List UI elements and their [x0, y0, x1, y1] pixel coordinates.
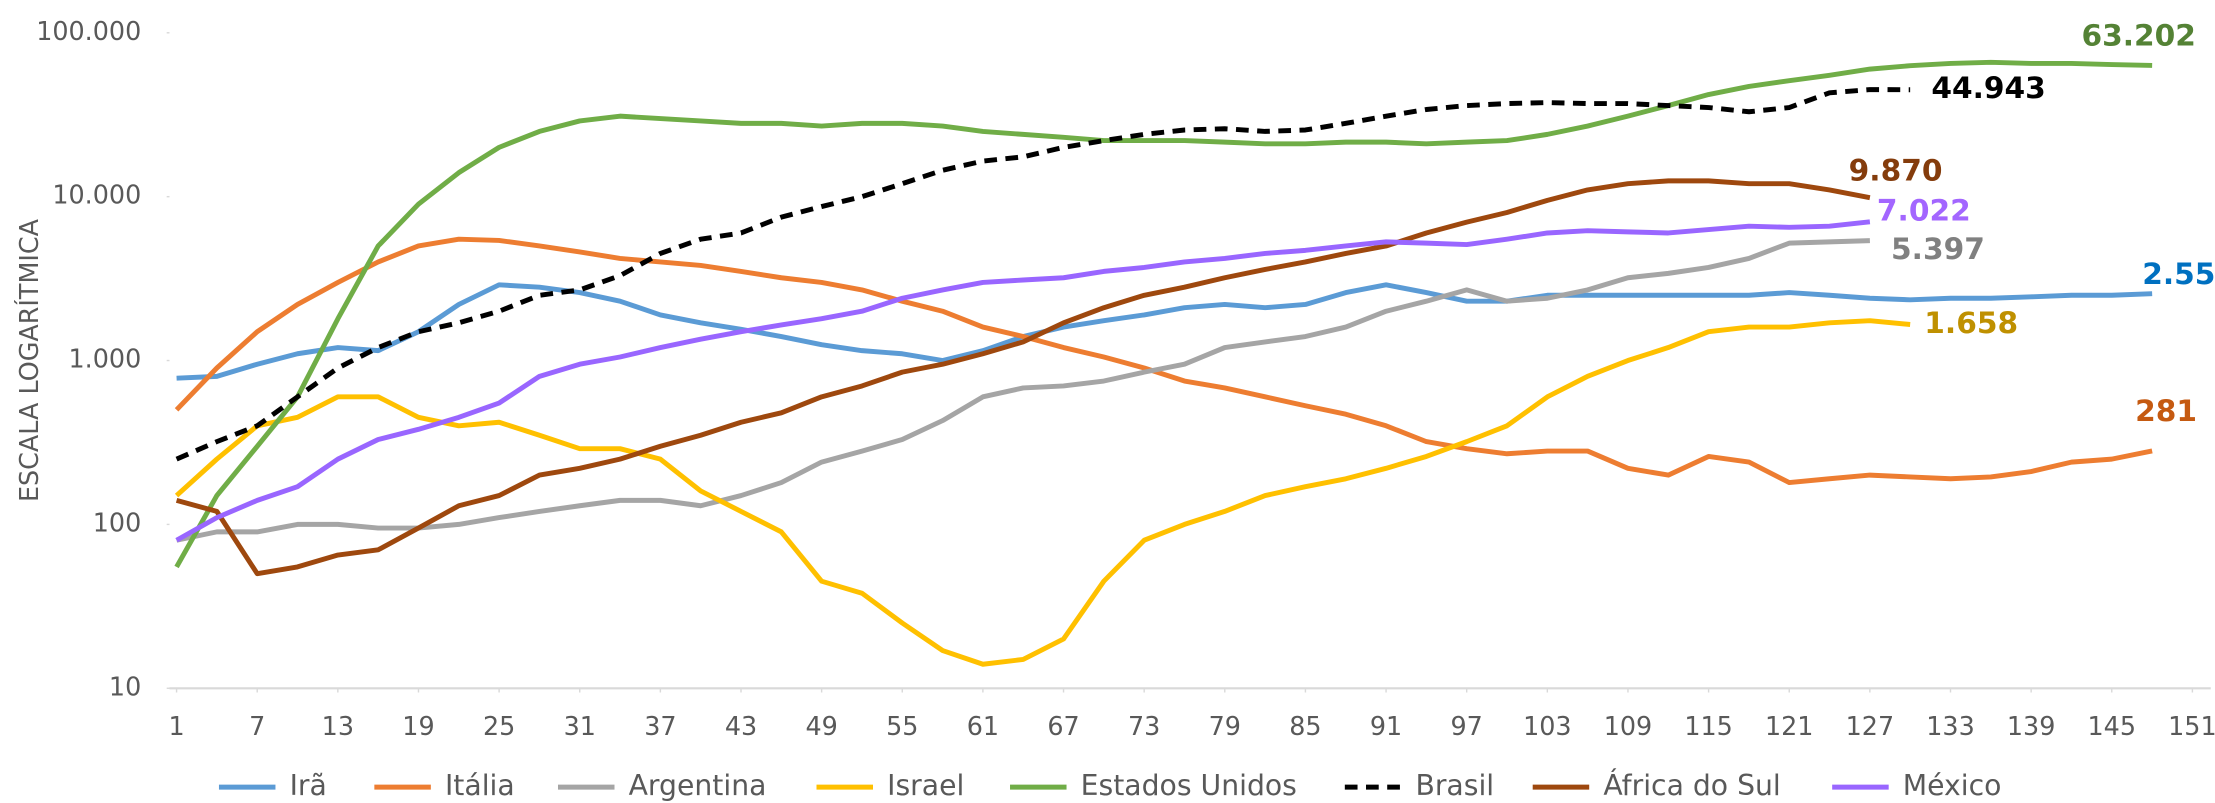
- x-tick-label: 61: [967, 711, 999, 741]
- y-tick-label: 1.000: [69, 344, 142, 374]
- x-tick-label: 55: [886, 711, 918, 741]
- x-tick-label: 103: [1523, 711, 1571, 741]
- series-line: [176, 238, 1870, 543]
- end-value-label: 7.022: [1877, 192, 1971, 227]
- x-tick-label: 37: [644, 711, 676, 741]
- series-line: [174, 236, 2153, 486]
- y-axis-label: ESCALA LOGARÍTMICA: [14, 218, 44, 502]
- x-tick-label: 49: [805, 711, 837, 741]
- series-line: [175, 87, 1911, 462]
- x-tick-label: 43: [725, 711, 757, 741]
- legend-label: Brasil: [1415, 769, 1494, 802]
- series-line: [174, 59, 2153, 569]
- y-tick-label: 10: [109, 671, 141, 701]
- x-tick-label: 127: [1846, 711, 1895, 741]
- x-tick-label: 97: [1451, 711, 1483, 741]
- legend-label: Estados Unidos: [1081, 769, 1297, 802]
- series-line: [176, 282, 2153, 381]
- x-tick-label: 85: [1289, 711, 1321, 741]
- end-value-label: 2.559: [2142, 256, 2215, 291]
- legend-label: México: [1903, 769, 2002, 802]
- x-tick-label: 109: [1604, 711, 1652, 741]
- x-tick-label: 25: [483, 711, 515, 741]
- x-tick-label: 73: [1128, 711, 1160, 741]
- y-tick-label: 100: [93, 507, 142, 537]
- x-tick-label: 133: [1926, 711, 1974, 741]
- x-tick-label: 121: [1765, 711, 1813, 741]
- end-value-label: 63.202: [2081, 18, 2195, 53]
- series-line: [175, 178, 1871, 577]
- x-tick-label: 139: [2007, 711, 2055, 741]
- x-tick-label: 7: [249, 711, 265, 741]
- legend-label: Itália: [445, 769, 515, 802]
- x-tick-label: 67: [1047, 711, 1079, 741]
- x-tick-label: 31: [564, 711, 596, 741]
- x-tick-label: 13: [322, 711, 354, 741]
- x-tick-label: 151: [2168, 711, 2215, 741]
- x-tick-label: 145: [2088, 711, 2137, 741]
- end-value-label: 1.658: [1924, 305, 2018, 340]
- series-line: [174, 318, 1911, 667]
- end-value-label: 5.397: [1891, 231, 1985, 266]
- x-tick-label: 115: [1684, 711, 1733, 741]
- x-tick-label: 79: [1209, 711, 1241, 741]
- x-tick-label: 1: [168, 711, 184, 741]
- y-tick-label: 10.000: [52, 180, 141, 210]
- legend-label: África do Sul: [1603, 768, 1780, 802]
- y-tick-label: 100.000: [36, 16, 141, 46]
- legend-label: Israel: [887, 769, 964, 802]
- end-value-label: 9.870: [1849, 153, 1943, 188]
- x-tick-label: 91: [1370, 711, 1402, 741]
- end-value-label: 281: [2135, 393, 2197, 428]
- legend-label: Argentina: [629, 769, 767, 802]
- series-line: [175, 219, 1871, 543]
- end-value-label: 44.943: [1931, 70, 2045, 105]
- legend-label: Irã: [290, 769, 327, 802]
- x-tick-label: 19: [402, 711, 434, 741]
